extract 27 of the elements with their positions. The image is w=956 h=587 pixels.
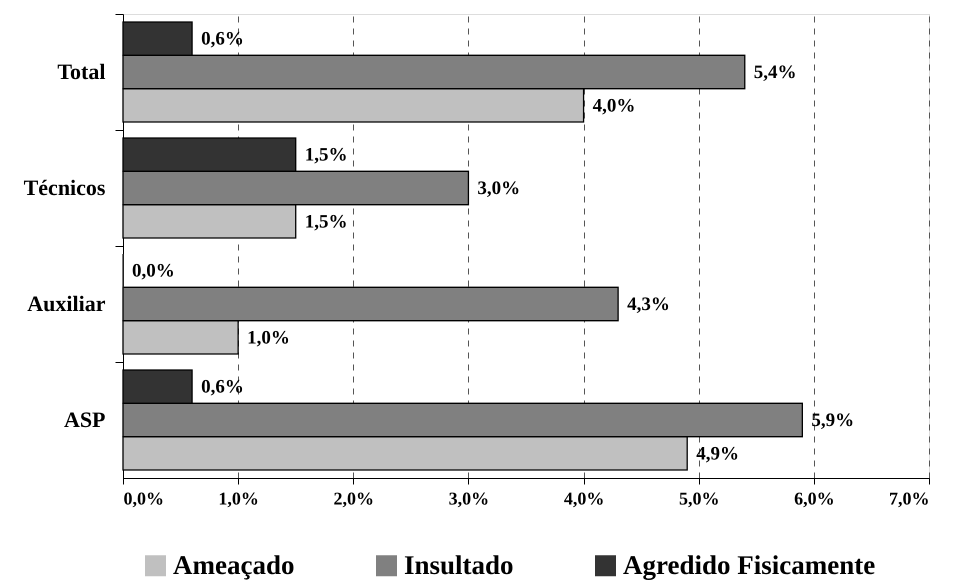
x-tick-label: 4,0% — [564, 488, 604, 508]
legend-label: Agredido Fisicamente — [623, 550, 876, 580]
data-label: 1,5% — [304, 211, 348, 232]
data-label: 0,6% — [201, 28, 244, 50]
data-label: 1,5% — [304, 144, 348, 166]
data-label: 4,3% — [627, 294, 670, 315]
y-tick-label: Total — [57, 59, 106, 84]
data-label: 5,4% — [754, 62, 797, 83]
data-label: 3,0% — [477, 178, 520, 199]
data-label: 4,0% — [592, 95, 636, 116]
x-tick-label: 0,0% — [124, 488, 164, 508]
data-label: 4,9% — [696, 443, 739, 464]
legend-label: Ameaçado — [173, 550, 294, 580]
data-label: 5,9% — [811, 410, 854, 431]
data-label: 0,0% — [132, 260, 175, 282]
y-tick-label: ASP — [64, 407, 106, 432]
x-tick-label: 6,0% — [794, 488, 835, 508]
y-tick-label: Técnicos — [24, 175, 106, 200]
x-tick-label: 5,0% — [678, 488, 720, 508]
x-tick-label: 7,0% — [889, 488, 930, 508]
data-label: 1,0% — [247, 327, 290, 348]
y-tick-label: Auxiliar — [27, 291, 106, 316]
x-tick-label: 1,0% — [218, 488, 259, 508]
data-label: 0,6% — [201, 376, 244, 398]
x-tick-label: 2,0% — [334, 488, 374, 508]
legend-label: Insultado — [404, 550, 514, 580]
x-tick-label: 3,0% — [448, 488, 490, 508]
